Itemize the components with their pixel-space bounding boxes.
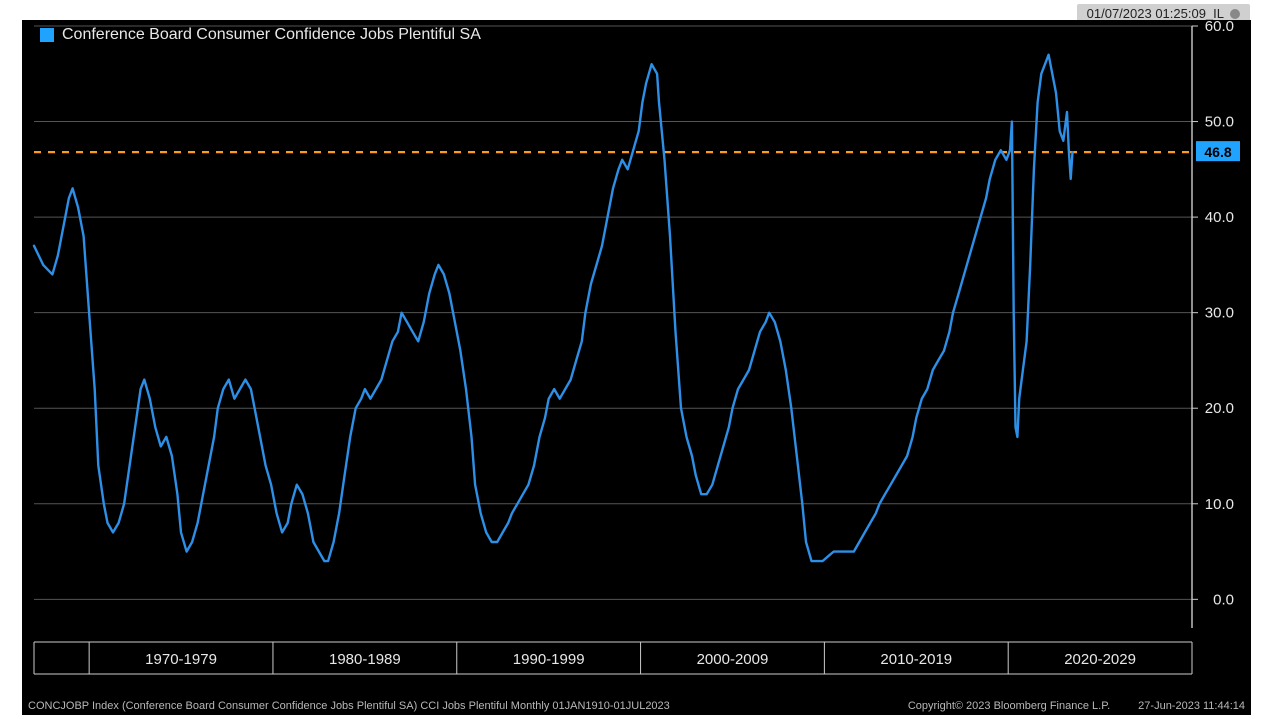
x-decade-label: 1970-1979 xyxy=(145,651,217,668)
footer-stamp: 27-Jun-2023 11:44:14 xyxy=(1138,700,1245,712)
footer-left-text: CONCJOBP Index (Conference Board Consume… xyxy=(28,700,670,712)
footer-copyright: Copyright© 2023 Bloomberg Finance L.P. xyxy=(908,700,1110,712)
x-decade-label: 2020-2029 xyxy=(1064,651,1136,668)
y-tick-label: 60.0 xyxy=(1205,20,1234,35)
reference-label: 46.8 xyxy=(1204,144,1231,160)
y-tick-label: 10.0 xyxy=(1205,496,1234,513)
y-tick-label: 50.0 xyxy=(1205,114,1234,131)
x-decade-label: 1980-1989 xyxy=(329,651,401,668)
x-decade-label: 2000-2009 xyxy=(697,651,769,668)
y-tick-label: 20.0 xyxy=(1205,400,1234,417)
bloomberg-chart-panel: Conference Board Consumer Confidence Job… xyxy=(22,20,1251,715)
status-dot-icon xyxy=(1230,9,1240,19)
y-tick-label: 40.0 xyxy=(1205,209,1234,226)
chart-footer: CONCJOBP Index (Conference Board Consume… xyxy=(22,697,1251,715)
y-tick-label: 0.0 xyxy=(1213,591,1234,608)
screenshot-timestamp-text: 01/07/2023 01:25:09_IL xyxy=(1087,6,1224,21)
x-decade-label: 2010-2019 xyxy=(880,651,952,668)
legend-swatch-icon xyxy=(40,28,54,42)
y-tick-label: 30.0 xyxy=(1205,305,1234,322)
chart-svg: 0.0 10.0 20.0 30.0 40.0 50.0 60.0 1970-1979 1980… xyxy=(22,20,1251,680)
legend-label: Conference Board Consumer Confidence Job… xyxy=(62,26,481,44)
x-decade-label: 1990-1999 xyxy=(513,651,585,668)
chart-legend: Conference Board Consumer Confidence Job… xyxy=(40,26,481,44)
